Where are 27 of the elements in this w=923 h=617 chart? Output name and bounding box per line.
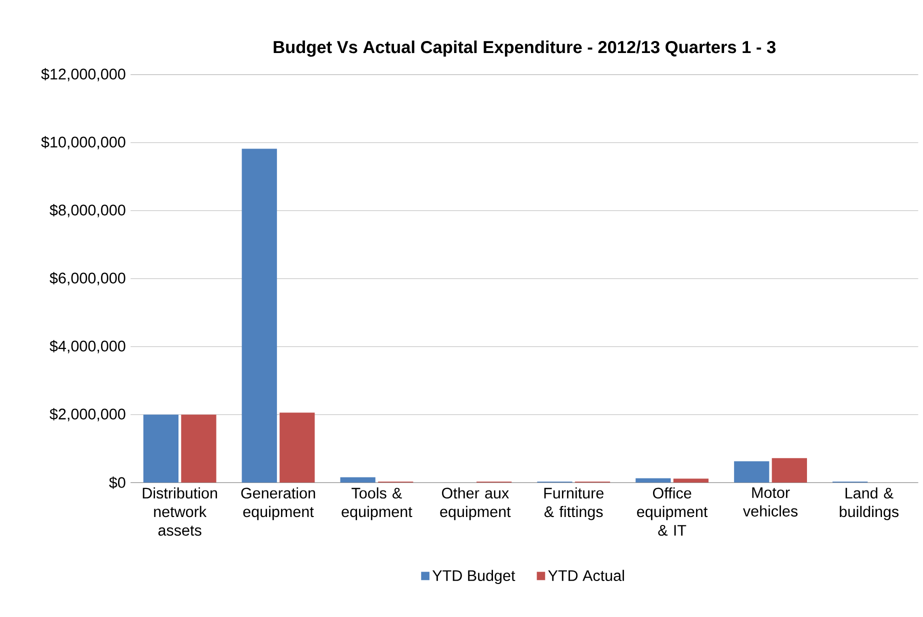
x-tick-label: Generation equipment [241, 487, 316, 520]
legend-label: YTD Budget [432, 570, 516, 584]
legend-label: YTD Actual [548, 570, 624, 582]
x-tick-label: Office equipment & IT [637, 487, 708, 536]
y-tick-label: $2,000,000 [50, 408, 126, 422]
y-tick-label: $10,000,000 [41, 136, 126, 150]
bar [280, 412, 315, 483]
y-tick-label: $8,000,000 [50, 204, 126, 218]
y-tick-label: $4,000,000 [50, 340, 126, 354]
bar [242, 148, 277, 483]
x-tick-label: Other aux equipment [440, 487, 511, 520]
x-tick-label: Motor vehicles [743, 487, 798, 517]
bar [673, 478, 709, 483]
x-tick-label: Distribution network assets [142, 487, 217, 536]
bar [734, 461, 770, 483]
bar [181, 414, 216, 483]
y-tick-label: $0 [109, 476, 126, 489]
bar [772, 458, 807, 483]
bar [636, 478, 671, 483]
bar [340, 477, 376, 483]
x-tick-label: Tools & equipment [342, 487, 412, 520]
x-tick-label: Furniture & fittings [544, 487, 604, 520]
y-tick-label: $12,000,000 [41, 68, 126, 82]
y-tick-label: $6,000,000 [50, 272, 126, 286]
chart-title: Budget Vs Actual Capital Expenditure - 2012/13 Quarters 1 - 3 [274, 40, 776, 57]
bar [143, 414, 178, 483]
x-tick-label: Land & buildings [840, 487, 899, 520]
